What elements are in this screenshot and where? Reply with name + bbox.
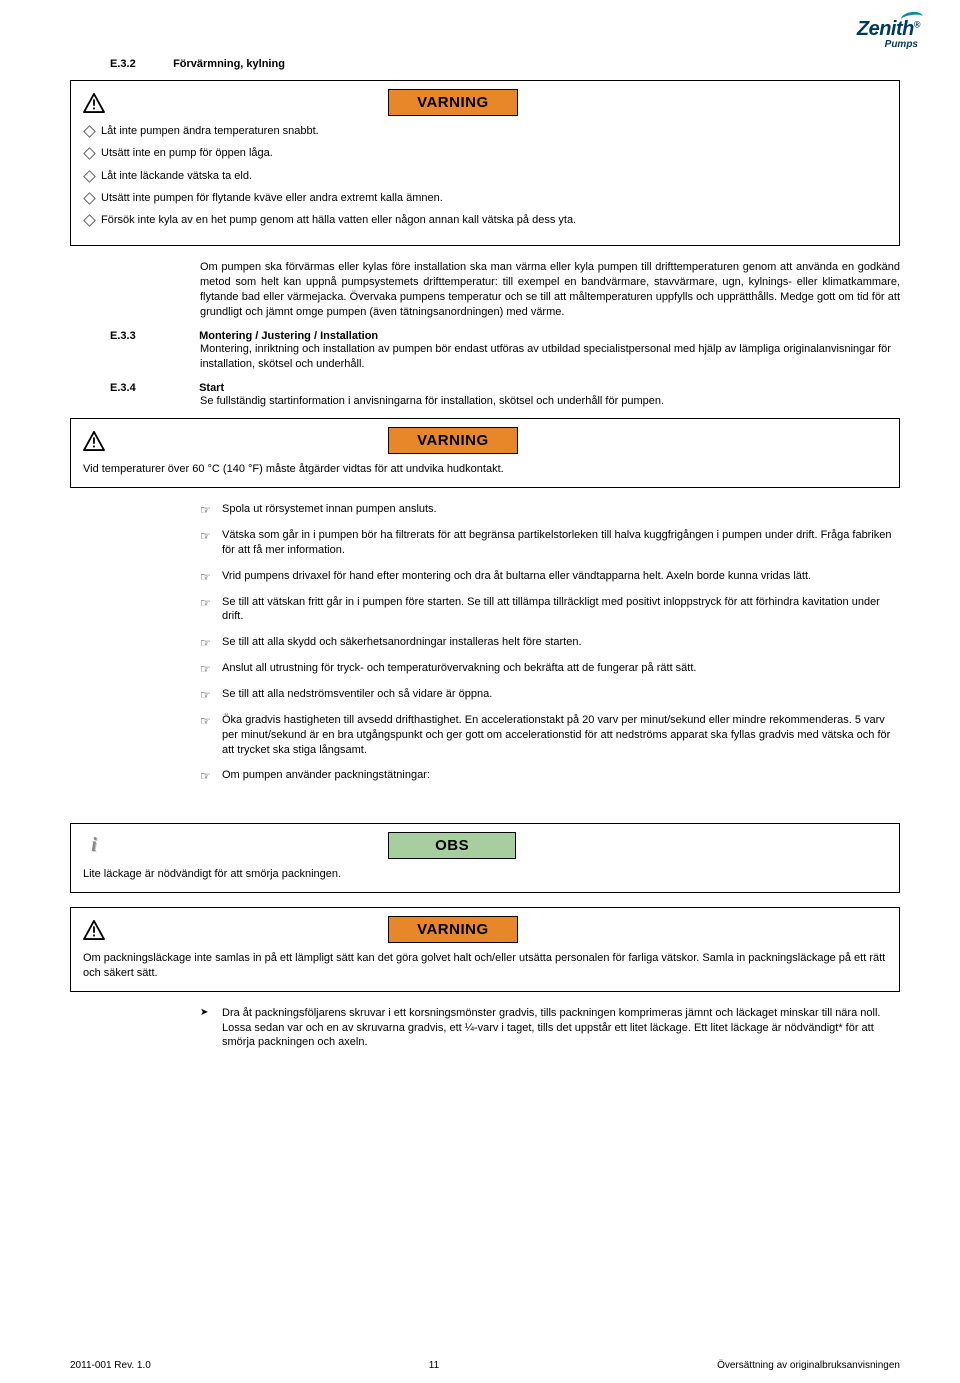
warning-tag-2: VARNING <box>388 427 518 454</box>
warning-triangle-icon <box>83 920 105 940</box>
hand-list-item: Öka gradvis hastigheten till avsedd drif… <box>200 713 900 758</box>
warning-1-item: Försök inte kyla av en het pump genom at… <box>83 213 887 227</box>
footer-right: Översättning av originalbruksanvisningen <box>717 1360 900 1371</box>
warning-box-1: VARNING Låt inte pumpen ändra temperatur… <box>70 80 900 246</box>
brand-logo: Zenith® Pumps <box>857 18 920 50</box>
warning-box-3: VARNING Om packningsläckage inte samlas … <box>70 907 900 992</box>
warning-triangle-icon <box>83 93 105 113</box>
section-e34-head: E.3.4 Start <box>110 382 900 394</box>
section-e33-num: E.3.3 <box>110 330 196 342</box>
hand-list-item: Spola ut rörsystemet innan pumpen anslut… <box>200 502 900 517</box>
warning-3-text: Om packningsläckage inte samlas in på et… <box>83 951 887 981</box>
hand-list-item: Se till att alla nedströmsventiler och s… <box>200 687 900 702</box>
warning-1-item: Låt inte pumpen ändra temperaturen snabb… <box>83 124 887 138</box>
section-e33-text: Montering, inriktning och installation a… <box>200 342 900 372</box>
section-e33-title: Montering / Justering / Installation <box>199 330 378 342</box>
section-e34-title: Start <box>199 382 224 394</box>
warning-tag-3: VARNING <box>388 916 518 943</box>
prewarm-paragraph: Om pumpen ska förvärmas eller kylas före… <box>200 260 900 319</box>
arrow-list: Dra åt packningsföljarens skruvar i ett … <box>200 1006 900 1051</box>
note-box: i OBS Lite läckage är nödvändigt för att… <box>70 823 900 893</box>
warning-box-2: VARNING Vid temperaturer över 60 °C (140… <box>70 418 900 488</box>
hand-pointer-list: Spola ut rörsystemet innan pumpen anslut… <box>200 502 900 783</box>
warning-1-item: Utsätt inte en pump för öppen låga. <box>83 146 887 160</box>
info-icon: i <box>83 834 105 857</box>
section-e32-head: E.3.2 Förvärmning, kylning <box>110 58 900 70</box>
section-e34-text: Se fullständig startinformation i anvisn… <box>200 394 900 409</box>
footer-left: 2011-001 Rev. 1.0 <box>70 1360 151 1371</box>
note-text: Lite läckage är nödvändigt för att smörj… <box>83 867 887 882</box>
hand-list-item: Se till att alla skydd och säkerhetsanor… <box>200 635 900 650</box>
logo-main: Zenith® <box>857 18 920 41</box>
arrow-list-item: Dra åt packningsföljarens skruvar i ett … <box>200 1006 900 1051</box>
note-tag: OBS <box>388 832 516 859</box>
warning-1-item: Låt inte läckande vätska ta eld. <box>83 169 887 183</box>
hand-list-item: Vätska som går in i pumpen bör ha filtre… <box>200 528 900 558</box>
section-e32-num: E.3.2 <box>110 58 170 70</box>
warning-tag-1: VARNING <box>388 89 518 116</box>
section-e33-head: E.3.3 Montering / Justering / Installati… <box>110 330 900 342</box>
page-footer: 2011-001 Rev. 1.0 11 Översättning av ori… <box>0 1360 960 1371</box>
warning-1-list: Låt inte pumpen ändra temperaturen snabb… <box>83 124 887 227</box>
logo-swoosh <box>900 11 923 26</box>
warning-1-item: Utsätt inte pumpen för flytande kväve el… <box>83 191 887 205</box>
section-e34-num: E.3.4 <box>110 382 196 394</box>
hand-list-item: Vrid pumpens drivaxel för hand efter mon… <box>200 569 900 584</box>
warning-triangle-icon <box>83 431 105 451</box>
section-e32-title: Förvärmning, kylning <box>173 58 285 70</box>
page-content: Zenith® Pumps E.3.2 Förvärmning, kylning… <box>0 0 960 1081</box>
hand-list-item: Se till att vätskan fritt går in i pumpe… <box>200 595 900 625</box>
hand-list-item: Om pumpen använder packningstätningar: <box>200 768 900 783</box>
footer-center: 11 <box>429 1360 439 1371</box>
warning-2-text: Vid temperaturer över 60 °C (140 °F) mås… <box>83 462 887 477</box>
hand-list-item: Anslut all utrustning för tryck- och tem… <box>200 661 900 676</box>
